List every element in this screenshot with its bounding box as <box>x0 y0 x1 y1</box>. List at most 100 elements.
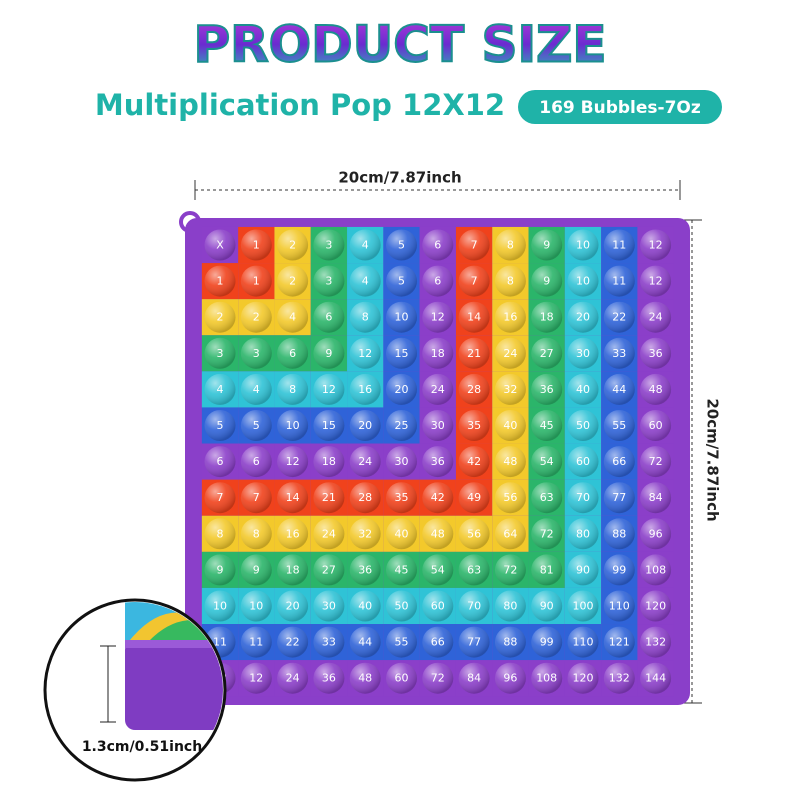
bubble-label: 60 <box>395 672 409 685</box>
bubble-label: 7 <box>253 491 260 504</box>
bubble-label: 5 <box>217 419 224 432</box>
bubble-label: 12 <box>286 455 300 468</box>
bubble-label: 35 <box>467 419 481 432</box>
bubble-shine <box>603 410 635 441</box>
bubble-shine <box>494 446 526 478</box>
bubble-shine <box>531 662 563 694</box>
bubble-label: 45 <box>395 563 409 576</box>
bubble-shine <box>531 229 563 261</box>
bubble-label: 24 <box>649 311 663 324</box>
bubble-label: 90 <box>576 563 590 576</box>
bubble-label: 18 <box>286 563 300 576</box>
bubble-shine <box>313 626 345 658</box>
bubble-shine <box>313 446 345 478</box>
bubble-shine <box>349 265 381 297</box>
bubble-label: 9 <box>253 563 260 576</box>
bubble-label: X <box>216 239 224 252</box>
bubble-label: 10 <box>249 600 263 613</box>
bubble-label: 2 <box>217 311 224 324</box>
bubble-shine <box>204 337 236 369</box>
bubble-label: 40 <box>358 600 372 613</box>
subtitle: Multiplication Pop 12X12 <box>95 88 505 122</box>
bubble-shine <box>240 301 272 333</box>
bubble-shine <box>204 446 236 478</box>
bubble-shine <box>531 554 563 586</box>
bubble-shine <box>458 590 490 622</box>
bubble-label: 30 <box>431 419 445 432</box>
bubble-label: 33 <box>612 347 626 360</box>
bubble-shine <box>494 554 526 586</box>
bubble-label: 24 <box>322 527 336 540</box>
bubble-shine <box>422 662 454 694</box>
bubble-label: 9 <box>543 239 550 252</box>
bubble-label: 3 <box>325 239 332 252</box>
bubble-shine <box>458 337 490 369</box>
bubble-label: 2 <box>289 275 296 288</box>
bubble-shine <box>349 662 381 694</box>
bubble-label: 36 <box>649 347 663 360</box>
bubble-shine <box>422 337 454 369</box>
bubble-shine <box>204 554 236 586</box>
bubble-shine <box>603 337 635 369</box>
bubble-shine <box>313 554 345 586</box>
bubble-label: 40 <box>395 527 409 540</box>
bubble-label: 48 <box>431 527 445 540</box>
bubble-label: 108 <box>645 563 666 576</box>
bubble-label: 16 <box>358 383 372 396</box>
bubble-label: 20 <box>395 383 409 396</box>
bubble-shine <box>458 301 490 333</box>
bubble-shine <box>277 265 309 297</box>
bubble-shine <box>494 373 526 405</box>
bubble-label: 6 <box>434 275 441 288</box>
bubble-shine <box>313 301 345 333</box>
bubble-shine <box>603 229 635 261</box>
bubble-shine <box>422 229 454 261</box>
bubble-shine <box>494 626 526 658</box>
bubble-label: 24 <box>286 672 300 685</box>
bubble-label: 63 <box>540 491 554 504</box>
bubble-shine <box>386 410 417 441</box>
bubble-shine <box>531 590 563 622</box>
bubble-label: 7 <box>471 239 478 252</box>
bubble-label: 14 <box>467 311 481 324</box>
bubble-shine <box>422 518 454 550</box>
bubble-shine <box>531 265 563 297</box>
bubble-shine <box>422 265 454 297</box>
bubble-shine <box>313 265 345 297</box>
bubble-label: 8 <box>507 275 514 288</box>
bubble-shine <box>640 662 672 694</box>
bubble-shine <box>240 373 272 405</box>
bubble-shine <box>240 554 272 586</box>
bubble-label: 30 <box>322 600 336 613</box>
bubble-shine <box>240 662 272 694</box>
bubble-label: 25 <box>395 419 409 432</box>
bubble-label: 12 <box>358 347 372 360</box>
bubble-label: 110 <box>573 636 594 649</box>
bubble-shine <box>349 626 381 658</box>
bubble-label: 11 <box>612 239 626 252</box>
bubble-label: 72 <box>503 563 517 576</box>
bubble-label: 9 <box>217 563 224 576</box>
bubble-shine <box>349 337 381 369</box>
bubble-label: 10 <box>213 600 227 613</box>
bubble-shine <box>458 662 490 694</box>
bubble-label: 20 <box>576 311 590 324</box>
bubble-label: 10 <box>395 311 409 324</box>
height-label: 20cm/7.87inch <box>704 398 722 521</box>
bubble-shine <box>386 229 417 261</box>
bubble-shine <box>640 482 672 514</box>
bubble-shine <box>277 626 309 658</box>
inset-edge <box>125 640 223 730</box>
bubble-shine <box>603 662 635 694</box>
bubble-label: 60 <box>576 455 590 468</box>
bubble-shine <box>640 337 672 369</box>
bubble-shine <box>386 446 417 478</box>
bubble-label: 9 <box>543 275 550 288</box>
bubble-shine <box>458 554 490 586</box>
bubble-shine <box>349 554 381 586</box>
bubble-label: 4 <box>289 311 296 324</box>
bubble-shine <box>531 337 563 369</box>
bubble-shine <box>458 410 490 441</box>
bubble-label: 42 <box>431 491 445 504</box>
